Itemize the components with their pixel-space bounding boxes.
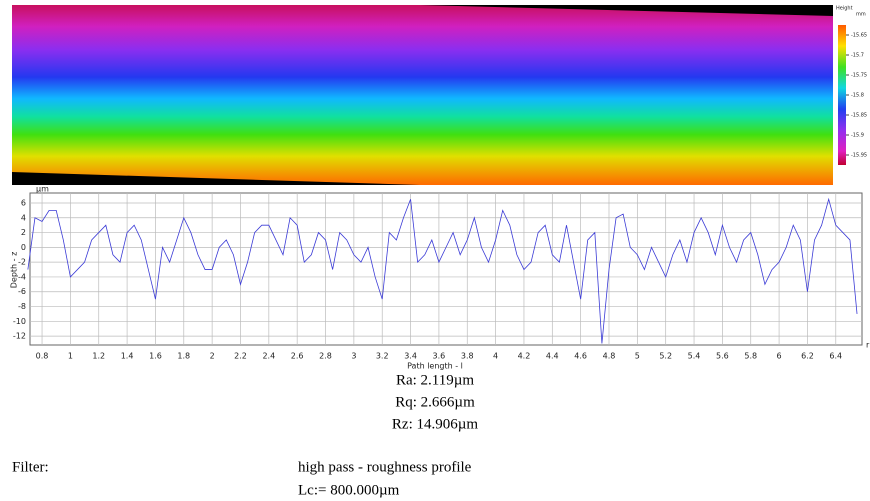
x-tick-label: 2.6 <box>291 352 304 361</box>
x-tick-label: 1.4 <box>121 352 134 361</box>
x-tick-label: 2.2 <box>234 352 247 361</box>
x-unit: r <box>866 341 870 350</box>
x-tick-label: 5.2 <box>659 352 672 361</box>
filter-value: high pass - roughness profile <box>298 459 472 475</box>
x-tick-label: 4.8 <box>603 352 616 361</box>
colorbar-tick-label: -15.85 <box>851 113 867 119</box>
x-tick-label: 5.6 <box>716 352 729 361</box>
colorbar-unit: mm <box>856 12 866 18</box>
x-tick-label: 0.8 <box>36 352 49 361</box>
y-tick-label: -10 <box>13 317 26 326</box>
x-tick-label: 3.2 <box>376 352 389 361</box>
colorbar-tick-label: -15.9 <box>851 133 864 139</box>
filter-label: Filter: <box>12 459 49 475</box>
x-tick-label: 1.2 <box>92 352 105 361</box>
x-tick-label: 5 <box>635 352 640 361</box>
y-tick-label: 6 <box>21 198 26 207</box>
colorbar-tick-label: -15.95 <box>851 153 867 159</box>
y-tick-label: -12 <box>13 332 26 341</box>
result: Ra: 2.119µm <box>396 372 474 388</box>
height-map <box>12 5 833 185</box>
y-tick-label: -4 <box>18 272 26 281</box>
x-tick-label: 2.4 <box>262 352 275 361</box>
colorbar-title: Height <box>836 6 853 12</box>
colorbar-tick-label: -15.8 <box>851 93 864 99</box>
x-tick-label: 3.4 <box>404 352 417 361</box>
y-tick-label: 4 <box>21 213 26 222</box>
x-tick-label: 1.8 <box>177 352 190 361</box>
x-tick-label: 4.6 <box>574 352 587 361</box>
result: Rz: 14.906µm <box>392 416 478 432</box>
x-tick-label: 2.8 <box>319 352 332 361</box>
x-tick-label: 6.2 <box>801 352 814 361</box>
x-tick-label: 2 <box>210 352 215 361</box>
colorbar <box>838 25 846 165</box>
colorbar-tick-label: -15.7 <box>851 53 864 59</box>
x-tick-label: 1.6 <box>149 352 162 361</box>
filter-cutoff: Lc:= 800.000µm <box>298 482 400 498</box>
y-tick-label: 2 <box>21 228 26 237</box>
x-tick-label: 4 <box>493 352 498 361</box>
y-tick-label: -8 <box>18 302 26 311</box>
x-tick-label: 5.4 <box>688 352 701 361</box>
x-tick-label: 4.4 <box>546 352 559 361</box>
x-tick-label: 5.8 <box>744 352 757 361</box>
colorbar-tick-label: -15.75 <box>851 73 867 79</box>
page: Height mm µm Depth - z Path length - l r… <box>0 0 870 501</box>
y-tick-label: 0 <box>21 243 26 252</box>
x-tick-label: 3 <box>351 352 356 361</box>
colorbar-tick-label: -15.65 <box>851 33 867 39</box>
x-tick-label: 6.4 <box>829 352 842 361</box>
profile-line <box>28 199 857 343</box>
x-tick-label: 3.8 <box>461 352 474 361</box>
x-axis-label: Path length - l <box>407 362 463 371</box>
x-tick-label: 1 <box>68 352 73 361</box>
y-tick-label: -2 <box>18 258 26 267</box>
y-tick-label: -6 <box>18 287 26 296</box>
x-tick-label: 4.2 <box>518 352 531 361</box>
plot-frame <box>30 193 862 345</box>
result: Rq: 2.666µm <box>395 394 475 410</box>
x-tick-label: 6 <box>777 352 782 361</box>
x-tick-label: 3.6 <box>433 352 446 361</box>
y-unit: µm <box>36 185 49 194</box>
